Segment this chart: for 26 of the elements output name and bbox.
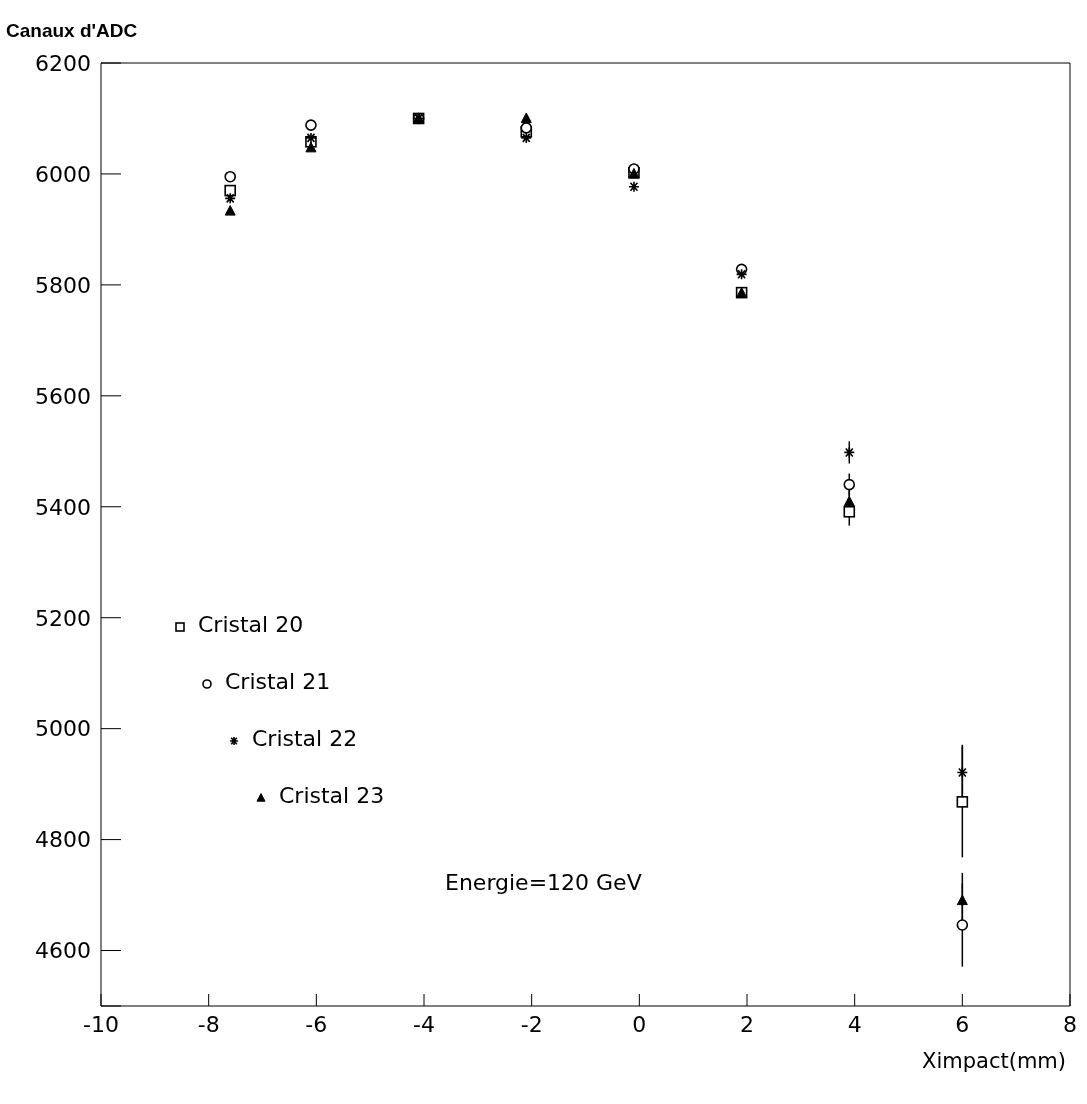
- y-tick-label: 5400: [35, 494, 91, 520]
- y-tick-label: 5000: [35, 716, 91, 742]
- x-axis-title: Ximpact(mm): [922, 1049, 1066, 1073]
- legend-label: Cristal 22: [252, 726, 358, 751]
- x-tick-label: 4: [847, 1011, 862, 1037]
- y-tick-label: 6000: [35, 161, 91, 187]
- x-tick-label: 2: [740, 1011, 754, 1037]
- y-tick-label: 6200: [35, 50, 91, 76]
- legend-label: Cristal 20: [198, 612, 304, 637]
- legend-label: Cristal 21: [225, 669, 331, 694]
- x-tick-label: -10: [83, 1011, 119, 1037]
- x-tick-label: -4: [413, 1011, 435, 1037]
- y-tick-label: 5600: [35, 383, 91, 409]
- y-tick-label: 5200: [35, 605, 91, 631]
- x-tick-label: 8: [1063, 1011, 1077, 1037]
- y-tick-label: 4800: [35, 827, 91, 853]
- annotation: Energie=120 GeV: [445, 870, 642, 895]
- x-tick-label: 0: [632, 1011, 647, 1037]
- y-axis-title: Canaux d'ADC: [6, 20, 138, 42]
- x-tick-label: -2: [520, 1011, 543, 1037]
- y-tick-label: 5800: [35, 272, 91, 298]
- y-tick-label: 4600: [35, 938, 91, 964]
- legend-label: Cristal 23: [279, 783, 385, 808]
- x-tick-label: -8: [197, 1011, 220, 1037]
- x-tick-label: 6: [955, 1011, 970, 1037]
- x-tick-label: -6: [305, 1011, 328, 1037]
